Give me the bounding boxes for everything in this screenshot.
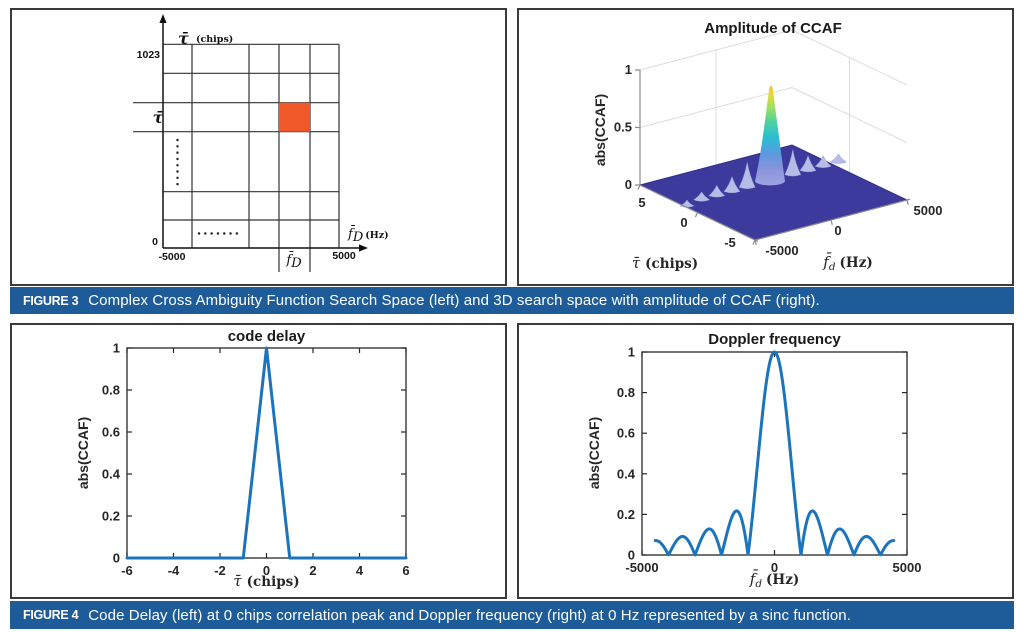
y-tick-label: 0.6 <box>617 426 635 441</box>
search-space-diagram: τ̄ (chips) 1023 0 τ̄ -5000 5000 f̄D (Hz) … <box>133 14 389 272</box>
figure4-caption-text: Code Delay (left) at 0 chips correlation… <box>88 606 851 624</box>
highlighted-search-cell <box>279 102 310 132</box>
panel-ccaf-surface: 1 0.5 0 5 0 -5 -5000 0 5000 abs(CCAF) τ̄… <box>517 8 1014 286</box>
tau-tick-label: 0 <box>680 215 687 230</box>
figure4-caption: FIGURE 4 Code Delay (left) at 0 chips co… <box>10 601 1014 629</box>
x-tick-label: 5000 <box>893 560 922 575</box>
x-left-tick: -5000 <box>159 251 186 263</box>
x-tick-label: -4 <box>168 563 180 578</box>
fd-axis-label: f̄d (Hz) <box>822 253 873 273</box>
y-axis-symbol: τ̄ <box>178 29 189 48</box>
tau-tick <box>637 184 641 190</box>
tau-tick <box>694 212 699 218</box>
doppler-ylabel: abs(CCAF) <box>586 417 602 489</box>
x-axis-label: f̄D (Hz) <box>347 225 389 245</box>
code-delay-title: code delay <box>228 328 306 345</box>
y-tick-label: 0 <box>628 548 635 563</box>
x-tick-label: 0 <box>263 563 270 578</box>
tau-axis <box>639 184 759 242</box>
x-right-tick: 5000 <box>332 250 356 262</box>
main-peak <box>755 85 785 186</box>
code-delay-plot-area: -6 -4 -2 0 2 4 6 0 0.2 0.4 0.6 0.8 1 <box>102 341 410 579</box>
fd-column-label: f̄D <box>285 251 302 271</box>
fd-tick <box>830 219 833 225</box>
y-tick-label: 0.6 <box>102 425 120 440</box>
panel-search-space-diagram: τ̄ (chips) 1023 0 τ̄ -5000 5000 f̄D (Hz) … <box>10 8 507 286</box>
y-axis-unit: (chips) <box>196 34 233 45</box>
y-top-tick: 1023 <box>137 49 161 61</box>
x-tick-label: -5000 <box>625 560 658 575</box>
right-arrow-icon <box>359 244 368 252</box>
sidelobe-bump <box>799 154 817 173</box>
y-tick-label: 0.2 <box>102 509 120 524</box>
x-tick-label: 2 <box>309 563 316 578</box>
x-tick-label: -6 <box>121 563 133 578</box>
sidelobe-bump <box>829 153 847 164</box>
doppler-xlabel: f̄d (Hz) <box>749 570 800 590</box>
panel-code-delay: -6 -4 -2 0 2 4 6 0 0.2 0.4 0.6 0.8 1 code delay abs(… <box>10 323 507 599</box>
panel-doppler-frequency: -5000 0 5000 0 0.2 0.4 0.6 0.8 1 Doppler frequen… <box>517 323 1014 599</box>
fd-tick-label: -5000 <box>765 243 798 258</box>
y-tick-label: 0 <box>113 551 120 566</box>
sidelobe-bump <box>723 175 741 194</box>
up-arrow-icon <box>159 14 167 23</box>
y-tick-label: 1 <box>628 345 635 360</box>
ccaf-surface-plot: 1 0.5 0 5 0 -5 -5000 0 5000 abs(CCAF) τ̄… <box>592 20 943 273</box>
code-delay-xlabel: τ̄ (chips) <box>233 572 299 590</box>
axes-box <box>641 351 908 556</box>
figure4-caption-label: FIGURE 4 <box>23 608 79 622</box>
fd-axis <box>754 198 911 241</box>
fd-tick <box>906 199 909 205</box>
z-axis-label: abs(CCAF) <box>592 94 608 166</box>
y-tick-label: 0.4 <box>102 467 121 482</box>
sidelobe-bump <box>708 184 726 198</box>
x-tick-label: 6 <box>402 563 409 578</box>
y-bottom-tick: 0 <box>152 236 158 248</box>
figure3-caption-label: FIGURE 3 <box>23 293 79 308</box>
fd-tick-label: 5000 <box>914 203 943 218</box>
sidelobe-bump <box>814 155 832 168</box>
y-tick-label: 0.4 <box>617 466 636 481</box>
tau-row-label: τ̄ <box>153 108 164 127</box>
figure3-caption: FIGURE 3 Complex Cross Ambiguity Functio… <box>10 287 1014 314</box>
data-curve <box>125 346 408 560</box>
tau-axis-label: τ̄ (chips) <box>632 254 698 272</box>
sidelobe-bump <box>693 191 711 202</box>
data-curve <box>653 350 896 557</box>
z-tick-label: 0 <box>625 177 632 192</box>
sidelobe-bump <box>738 162 756 189</box>
fd-tick-label: 0 <box>834 223 841 238</box>
y-tick-label: 0.8 <box>102 383 120 398</box>
code-delay-plot: -6 -4 -2 0 2 4 6 0 0.2 0.4 0.6 0.8 1 code delay abs(… <box>75 328 410 590</box>
figure3-caption-text: Complex Cross Ambiguity Function Search … <box>88 292 820 309</box>
y-tick-label: 1 <box>113 341 120 356</box>
y-tick-label: 0.8 <box>617 385 635 400</box>
tau-tick-label: 5 <box>638 195 645 210</box>
z-tick-label: 0.5 <box>614 120 632 135</box>
surface-plot-title: Amplitude of CCAF <box>704 20 841 37</box>
axes-box <box>126 347 407 559</box>
code-delay-ylabel: abs(CCAF) <box>75 417 91 489</box>
x-tick-label: 0 <box>771 560 778 575</box>
y-tick-label: 0.2 <box>617 507 635 522</box>
sidelobe-bump <box>784 149 802 177</box>
fd-tick <box>754 239 757 245</box>
tau-tick-label: -5 <box>724 235 736 250</box>
x-tick-label: -2 <box>214 563 226 578</box>
z-tick-label: 1 <box>625 62 632 77</box>
doppler-title: Doppler frequency <box>708 331 841 348</box>
x-tick-label: 4 <box>356 563 364 578</box>
